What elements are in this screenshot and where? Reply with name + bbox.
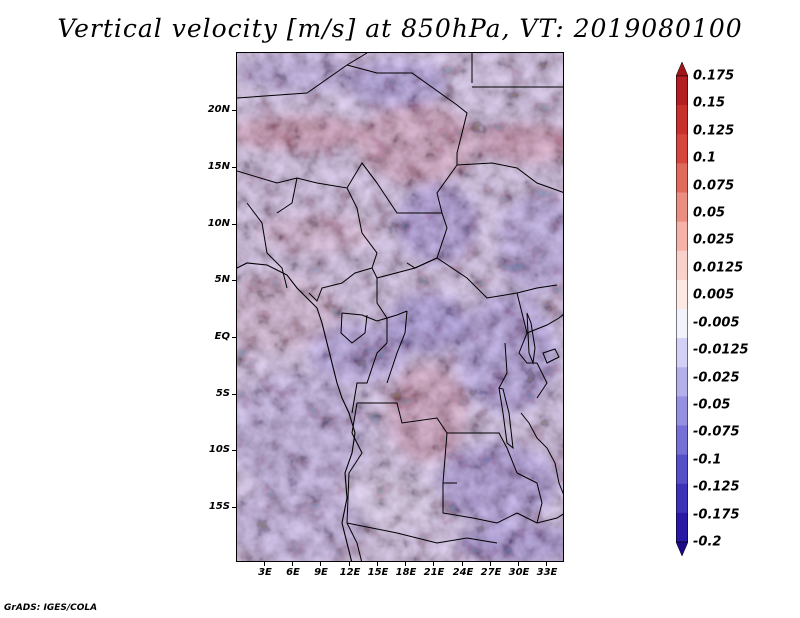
colorbar-frame bbox=[676, 75, 688, 543]
lon-label: 24E bbox=[452, 567, 474, 578]
colorbar-label: 0.075 bbox=[693, 178, 735, 194]
lon-label: 12E bbox=[339, 567, 361, 578]
texture-blue bbox=[237, 53, 563, 561]
colorbar-label: 0.005 bbox=[693, 287, 735, 303]
colorbar-bin bbox=[676, 250, 688, 281]
colorbar-label: 0.175 bbox=[693, 68, 735, 84]
lon-tick bbox=[433, 562, 434, 566]
lon-label: 3E bbox=[258, 567, 272, 578]
colorbar-label: -0.075 bbox=[693, 424, 740, 440]
colorbar-bin bbox=[676, 338, 688, 368]
lat-label: 20N bbox=[207, 104, 230, 115]
lon-label: 30E bbox=[508, 567, 530, 578]
lon-tick bbox=[320, 562, 321, 566]
atlantic-coastline bbox=[237, 262, 356, 561]
colorbar-bin bbox=[676, 279, 688, 310]
colorbar-bin bbox=[676, 105, 688, 135]
colorbar-bin bbox=[676, 221, 688, 252]
velocity-field bbox=[237, 53, 563, 561]
colorbar-bin bbox=[676, 454, 688, 485]
colorbar bbox=[676, 62, 688, 556]
colorbar-label: 0.025 bbox=[693, 232, 735, 248]
map-title: Vertical velocity [m/s] at 850hPa, VT: 2… bbox=[57, 14, 743, 43]
map-panel bbox=[236, 52, 564, 562]
lon-label: 18E bbox=[395, 567, 417, 578]
lon-tick bbox=[518, 562, 519, 566]
lat-tick bbox=[232, 167, 236, 168]
lat-tick bbox=[232, 224, 236, 225]
lon-label: 9E bbox=[314, 567, 328, 578]
colorbar-bin bbox=[676, 425, 688, 456]
lat-label: 15N bbox=[207, 161, 230, 172]
colorbar-label: 0.1 bbox=[693, 150, 717, 166]
colorbar-label: -0.125 bbox=[693, 479, 740, 495]
lat-label: EQ bbox=[214, 331, 230, 342]
lon-label: 21E bbox=[423, 567, 445, 578]
colorbar-label: -0.005 bbox=[693, 315, 740, 331]
lat-label: 10N bbox=[207, 218, 230, 229]
lon-tick bbox=[462, 562, 463, 566]
lat-label: 15S bbox=[208, 501, 230, 512]
colorbar-bin bbox=[676, 134, 688, 164]
lake-malawi-coast bbox=[520, 412, 563, 495]
lat-label: 5N bbox=[214, 274, 230, 285]
lon-tick bbox=[405, 562, 406, 566]
colorbar-bin bbox=[676, 483, 688, 514]
colorbar-bin bbox=[676, 192, 688, 223]
colorbar-bin bbox=[676, 163, 688, 193]
lon-tick bbox=[264, 562, 265, 566]
colorbar-label: -0.2 bbox=[693, 534, 722, 550]
lon-tick bbox=[349, 562, 350, 566]
colorbar-label: 0.05 bbox=[693, 205, 726, 221]
lon-label: 6E bbox=[286, 567, 300, 578]
colorbar-label: 0.125 bbox=[693, 123, 735, 139]
colorbar-label: 0.15 bbox=[693, 95, 726, 111]
colorbar-bin bbox=[676, 396, 688, 426]
lat-tick bbox=[232, 450, 236, 451]
lat-tick bbox=[232, 337, 236, 338]
colorbar-bin bbox=[676, 367, 688, 397]
lon-label: 15E bbox=[367, 567, 389, 578]
colorbar-bin bbox=[676, 76, 688, 106]
lat-tick bbox=[232, 280, 236, 281]
lon-label: 27E bbox=[480, 567, 502, 578]
colorbar-bottom-arrow bbox=[676, 541, 688, 556]
lat-label: 5S bbox=[215, 388, 230, 399]
lat-label: 10S bbox=[208, 444, 230, 455]
colorbar-label: -0.0125 bbox=[693, 342, 749, 358]
colorbar-label: -0.175 bbox=[693, 507, 740, 523]
grads-credit: GrADS: IGES/COLA bbox=[4, 603, 98, 613]
country-borders bbox=[237, 53, 563, 561]
lon-tick bbox=[292, 562, 293, 566]
lat-tick bbox=[232, 507, 236, 508]
colorbar-bin bbox=[676, 512, 688, 543]
lakes bbox=[498, 312, 560, 450]
lon-tick bbox=[546, 562, 547, 566]
colorbar-label: -0.05 bbox=[693, 397, 731, 413]
colorbar-label: -0.1 bbox=[693, 452, 722, 468]
lat-tick bbox=[232, 394, 236, 395]
lat-tick bbox=[232, 110, 236, 111]
colorbar-label: 0.0125 bbox=[693, 260, 744, 276]
lon-tick bbox=[490, 562, 491, 566]
colorbar-top-arrow bbox=[676, 62, 688, 77]
colorbar-bin bbox=[676, 309, 688, 339]
colorbar-label: -0.025 bbox=[693, 370, 740, 386]
lon-label: 33E bbox=[536, 567, 558, 578]
lon-tick bbox=[377, 562, 378, 566]
